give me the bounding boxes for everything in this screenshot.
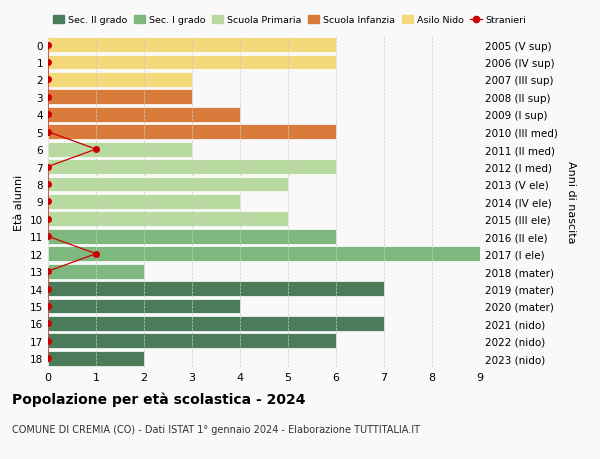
Bar: [48, 230, 336, 244]
Legend: Sec. II grado, Sec. I grado, Scuola Primaria, Scuola Infanzia, Asilo Nido, Stran: Sec. II grado, Sec. I grado, Scuola Prim…: [53, 16, 526, 25]
Bar: [48, 90, 192, 105]
Y-axis label: Anni di nascita: Anni di nascita: [566, 161, 576, 243]
Bar: [48, 351, 144, 366]
Bar: [48, 247, 480, 262]
Bar: [48, 177, 288, 192]
Bar: [48, 107, 240, 123]
Bar: [48, 56, 336, 70]
Bar: [48, 38, 336, 53]
Bar: [48, 299, 240, 313]
Bar: [48, 316, 384, 331]
Text: COMUNE DI CREMIA (CO) - Dati ISTAT 1° gennaio 2024 - Elaborazione TUTTITALIA.IT: COMUNE DI CREMIA (CO) - Dati ISTAT 1° ge…: [12, 424, 420, 434]
Bar: [48, 334, 336, 348]
Bar: [48, 281, 384, 297]
Bar: [48, 264, 144, 279]
Bar: [48, 195, 240, 209]
Y-axis label: Età alunni: Età alunni: [14, 174, 25, 230]
Bar: [48, 142, 192, 157]
Text: Popolazione per età scolastica - 2024: Popolazione per età scolastica - 2024: [12, 392, 305, 406]
Bar: [48, 125, 336, 140]
Bar: [48, 73, 192, 88]
Bar: [48, 160, 336, 174]
Bar: [48, 212, 288, 227]
